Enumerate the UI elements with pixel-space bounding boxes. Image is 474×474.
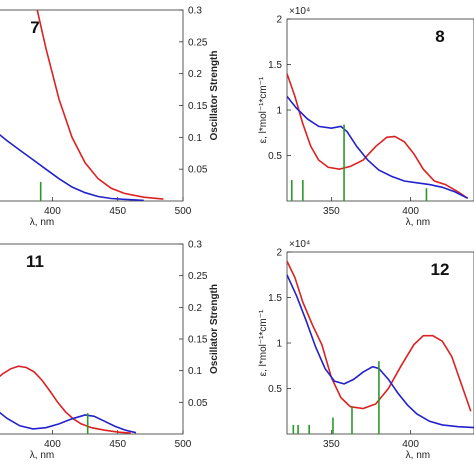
x-axis-label: λ, nm	[406, 217, 430, 228]
series-line-red	[287, 73, 469, 199]
y-axis-label: ε, l*mol⁻¹*cm⁻¹	[258, 76, 269, 143]
x-tick-label: 400	[402, 206, 419, 217]
panel-number: 8	[435, 27, 444, 46]
y-tick-label: 2	[276, 248, 282, 259]
series-line-red	[0, 365, 131, 434]
y2-tick-label: 0.1	[188, 366, 202, 377]
y2-tick-label: 0.25	[188, 271, 208, 282]
y2-tick-label: 0.05	[188, 165, 208, 176]
series-line-blue	[0, 133, 144, 201]
x-tick-label: 400	[402, 439, 419, 450]
y-axis-label: ε, l*mol⁻¹*cm⁻¹	[258, 309, 269, 376]
panel-2	[286, 18, 474, 202]
axes-frame	[0, 9, 184, 202]
y-tick-label: 0.5	[268, 151, 282, 162]
panel-number: 12	[431, 260, 450, 279]
x-tick-label: 400	[44, 439, 61, 450]
y2-tick-label: 0.2	[188, 303, 202, 314]
series-line-red	[287, 260, 472, 412]
y-multiplier: ×10⁴	[289, 6, 310, 17]
y2-axis-label: Oscillator Strength	[209, 284, 220, 374]
panel-number: 11	[26, 252, 44, 271]
panel-3	[0, 243, 184, 435]
y-tick-label: 1.5	[268, 60, 282, 71]
series-line-blue	[287, 95, 469, 200]
y2-tick-label: 0.05	[188, 398, 208, 409]
x-axis-label: λ, nm	[30, 450, 54, 461]
x-tick-label: 450	[109, 206, 126, 217]
y-tick-label: 0.5	[268, 384, 282, 395]
y2-tick-label: 0.1	[188, 133, 202, 144]
series-line-blue	[287, 274, 474, 429]
y2-tick-label: 0.25	[188, 37, 208, 48]
x-tick-label: 350	[323, 439, 340, 450]
axes-frame	[286, 18, 474, 202]
y2-tick-label: 0.15	[188, 101, 208, 112]
y-tick-label: 2	[276, 15, 282, 26]
x-tick-label: 400	[44, 206, 61, 217]
x-axis-label: λ, nm	[30, 217, 54, 228]
panel-1	[0, 9, 184, 202]
series-line-blue	[0, 411, 137, 434]
y2-tick-label: 0.15	[188, 335, 208, 346]
y-tick-label: 1	[276, 106, 282, 117]
panel-4	[286, 251, 474, 435]
y2-tick-label: 0.2	[188, 69, 202, 80]
y2-tick-label: 0.3	[188, 240, 202, 251]
x-tick-label: 500	[175, 439, 192, 450]
x-axis-label: λ, nm	[406, 450, 430, 461]
series-line-red	[36, 10, 164, 200]
y2-axis-label: Oscillator Strength	[209, 50, 220, 140]
y-tick-label: 1.5	[268, 293, 282, 304]
x-tick-label: 350	[323, 206, 340, 217]
panel-number: 7	[30, 18, 39, 37]
axes-frame	[0, 243, 184, 435]
y2-tick-label: 0.3	[188, 6, 202, 17]
x-tick-label: 500	[175, 206, 192, 217]
x-tick-label: 450	[109, 439, 126, 450]
y-multiplier: ×10⁴	[289, 239, 310, 250]
y-tick-label: 1	[276, 339, 282, 350]
